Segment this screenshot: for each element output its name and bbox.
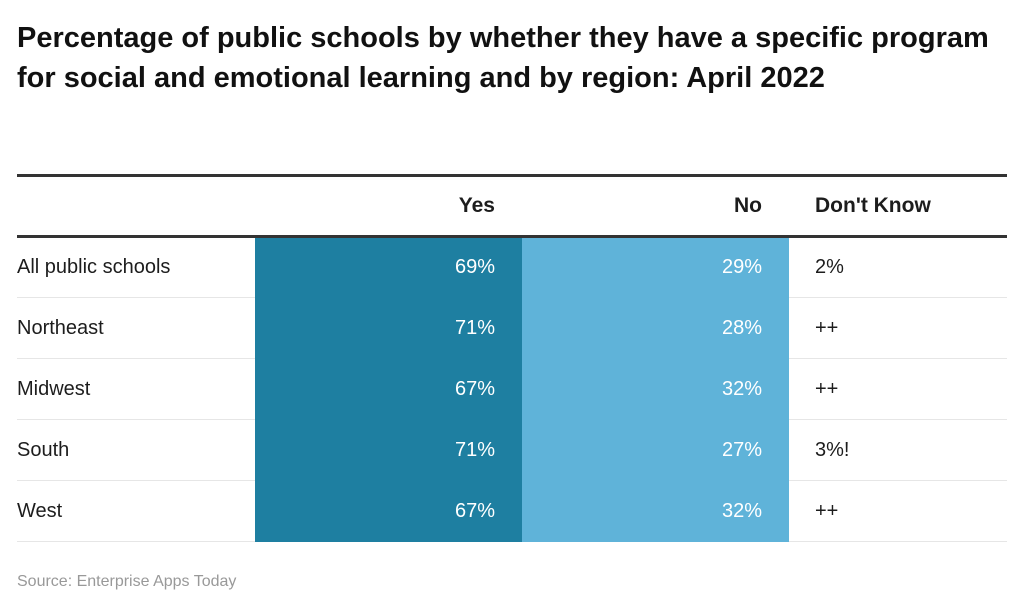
row-label: Midwest xyxy=(17,358,255,420)
table-row: All public schools 69% 29% 2% xyxy=(17,236,1007,298)
dont-know-cell: ++ xyxy=(789,297,1007,359)
yes-cell: 67% xyxy=(255,358,522,420)
dont-know-cell: ++ xyxy=(789,358,1007,420)
row-label: West xyxy=(17,480,255,542)
no-cell: 32% xyxy=(522,480,789,542)
dont-know-cell: 3%! xyxy=(789,419,1007,481)
chart-title: Percentage of public schools by whether … xyxy=(17,22,989,94)
no-cell: 27% xyxy=(522,419,789,481)
no-cell: 28% xyxy=(522,297,789,359)
yes-cell: 71% xyxy=(255,297,522,359)
yes-cell: 71% xyxy=(255,419,522,481)
header-no: No xyxy=(522,174,789,238)
table-row: South 71% 27% 3%! xyxy=(17,419,1007,481)
header-dont-know: Don't Know xyxy=(789,174,1007,238)
table-row: West 67% 32% ++ xyxy=(17,480,1007,542)
row-label: Northeast xyxy=(17,297,255,359)
dont-know-cell: ++ xyxy=(789,480,1007,542)
yes-cell: 69% xyxy=(255,236,522,298)
header-row: Yes No Don't Know xyxy=(17,174,1007,238)
header-yes: Yes xyxy=(255,174,522,238)
row-label: All public schools xyxy=(17,236,255,298)
table-row: Midwest 67% 32% ++ xyxy=(17,358,1007,420)
no-cell: 32% xyxy=(522,358,789,420)
source-note: Source: Enterprise Apps Today xyxy=(17,573,237,590)
dont-know-cell: 2% xyxy=(789,236,1007,298)
no-cell: 29% xyxy=(522,236,789,298)
header-label xyxy=(17,174,255,238)
row-label: South xyxy=(17,419,255,481)
data-table: Yes No Don't Know All public schools 69% 2… xyxy=(17,174,1007,542)
table-row: Northeast 71% 28% ++ xyxy=(17,297,1007,359)
yes-cell: 67% xyxy=(255,480,522,542)
